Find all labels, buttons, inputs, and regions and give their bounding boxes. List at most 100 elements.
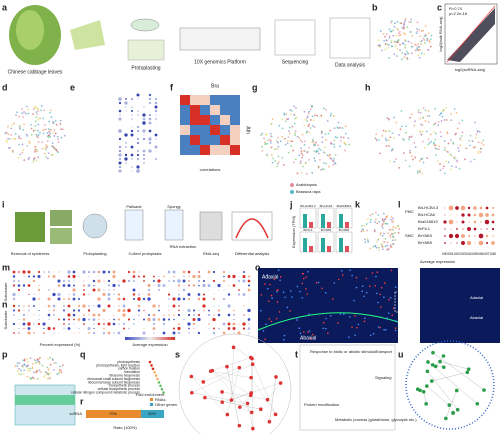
dot: [485, 234, 489, 238]
cell: [27, 369, 29, 372]
panel-letter: t: [295, 349, 298, 359]
dot: [18, 305, 20, 307]
dot: [233, 332, 235, 334]
dot: [37, 274, 41, 279]
gene: BrYAB5: [339, 228, 350, 232]
edge: [445, 390, 457, 419]
step: RNA extraction: [170, 244, 197, 249]
dot: [448, 233, 454, 239]
dot: [137, 130, 139, 132]
dot: [485, 241, 489, 245]
cell: [344, 132, 347, 135]
cell: [383, 40, 385, 42]
cell: [29, 377, 31, 379]
dot: [188, 332, 190, 334]
cell: [459, 137, 461, 140]
cell: [314, 144, 317, 147]
cell: [477, 141, 480, 144]
cell: [286, 142, 289, 144]
cell: [332, 160, 335, 163]
dot: [103, 280, 105, 282]
dot: [119, 150, 121, 152]
spot: [351, 274, 353, 277]
cell: [58, 370, 61, 373]
cell: [457, 147, 460, 149]
spot: [289, 290, 292, 292]
cell: [374, 137, 377, 139]
dot: [48, 289, 50, 291]
cell: [305, 131, 308, 134]
stat: p<2.2e-16: [449, 11, 468, 16]
dot: [155, 158, 157, 160]
cell: [21, 108, 24, 111]
cell: [45, 156, 48, 158]
cell: [261, 149, 264, 152]
cell: [57, 141, 60, 144]
dot: [118, 109, 122, 113]
spot: [269, 283, 271, 286]
dot: [23, 305, 25, 307]
cell: [381, 49, 383, 52]
spot: [299, 332, 302, 335]
cell: [41, 147, 44, 150]
cell: [437, 121, 440, 123]
dot: [193, 328, 195, 329]
dot: [103, 318, 105, 321]
cell: [389, 136, 392, 139]
dot: [188, 327, 190, 330]
dot: [248, 332, 250, 334]
cell: [323, 161, 325, 164]
dot: [197, 313, 201, 317]
gene: BrYAB3: [321, 228, 332, 232]
dot: [118, 117, 122, 121]
cell: [39, 357, 41, 359]
cell: [31, 363, 34, 365]
dot: [473, 227, 477, 231]
dot: [125, 98, 127, 100]
dot: [247, 327, 251, 330]
cell: [442, 108, 445, 111]
cell: [388, 130, 391, 133]
cell: [440, 135, 442, 138]
cell: [420, 43, 423, 46]
heat-cell: [180, 95, 190, 105]
cell: [435, 132, 437, 135]
heat-cell: [220, 115, 230, 125]
dot: [138, 275, 140, 278]
cell: [387, 46, 389, 49]
dot: [137, 297, 141, 301]
cell: [305, 118, 307, 121]
cell: [294, 132, 296, 135]
cell: [42, 132, 45, 135]
dot: [117, 318, 121, 321]
dot: [149, 114, 151, 116]
dot: [112, 322, 116, 326]
cell: [32, 108, 35, 111]
cell: [311, 172, 314, 174]
dot: [213, 305, 215, 307]
cell: [427, 110, 430, 112]
cell: [299, 160, 302, 163]
cell: [386, 222, 389, 225]
dot: [47, 297, 51, 301]
cell: [47, 157, 49, 160]
node: [475, 401, 480, 406]
dot: [151, 367, 155, 371]
cell: [402, 27, 405, 30]
spot: [361, 285, 364, 288]
heat-cell: [200, 125, 210, 135]
cell: [439, 131, 442, 133]
dot: [172, 327, 176, 330]
dot: [137, 114, 139, 116]
edge: [212, 370, 251, 396]
cell: [390, 45, 393, 48]
dot: [102, 270, 106, 274]
dot: [173, 275, 175, 278]
spot: [262, 330, 265, 332]
dot: [217, 309, 221, 312]
dot: [148, 121, 152, 125]
segment: [141, 410, 164, 418]
dot: [33, 323, 35, 325]
dot: [233, 319, 235, 320]
heat-cell: [220, 105, 230, 115]
